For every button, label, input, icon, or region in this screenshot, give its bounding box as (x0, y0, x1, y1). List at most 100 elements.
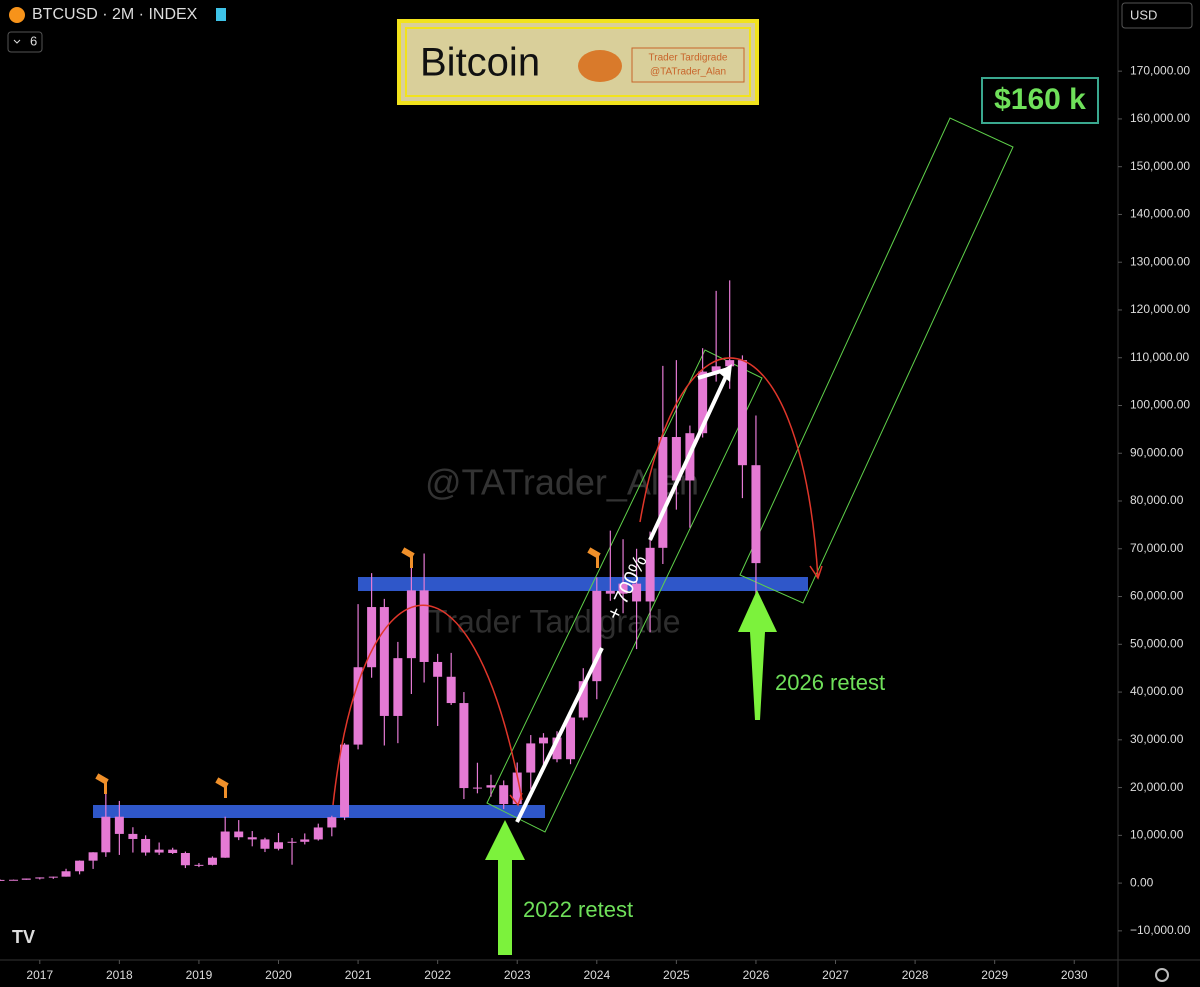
y-tick-label: 150,000.00 (1130, 159, 1190, 173)
currency: USD (1130, 7, 1157, 22)
y-tick-label: −10,000.00 (1130, 923, 1191, 937)
candle-body (393, 658, 403, 716)
candle-body (168, 849, 178, 854)
y-tick-label: 30,000.00 (1130, 732, 1184, 746)
x-tick-label: 2017 (26, 968, 53, 982)
candle-body (141, 838, 151, 853)
candle-body (711, 366, 721, 372)
flag[interactable] (216, 8, 226, 21)
y-tick-label: 60,000.00 (1130, 589, 1184, 603)
candle-body (9, 879, 19, 881)
candle-body (671, 437, 681, 481)
candle-body (737, 360, 747, 466)
candle-body (247, 837, 257, 840)
arrow (515, 647, 604, 823)
candle-body (578, 681, 588, 718)
y-tick-label: 130,000.00 (1130, 254, 1190, 268)
candle-body (526, 743, 536, 773)
candle-body (419, 590, 429, 662)
candle-body (632, 583, 642, 602)
x-tick-label: 2030 (1061, 968, 1088, 982)
y-tick-label: 70,000.00 (1130, 541, 1184, 555)
candle-body (406, 590, 416, 659)
candle-body (353, 667, 363, 745)
indicator-toggle[interactable] (7, 31, 43, 53)
x-tick-label: 2024 (583, 968, 610, 982)
candle-body (658, 437, 668, 548)
candle-body (114, 816, 124, 834)
y-tick-label: 20,000.00 (1130, 780, 1184, 794)
indicator-count: 6 (30, 33, 37, 48)
support-zone (93, 805, 545, 818)
arc (639, 357, 819, 579)
y-tick-label: 140,000.00 (1130, 207, 1190, 221)
x-tick-label: 2023 (504, 968, 531, 982)
candle-body (207, 857, 217, 865)
x-tick-label: 2021 (345, 968, 372, 982)
brand-box (631, 47, 745, 83)
y-tick-label: 170,000.00 (1130, 63, 1190, 77)
logo (578, 50, 622, 82)
arrow (648, 371, 730, 541)
candle-body (645, 547, 655, 602)
candle-body (566, 717, 576, 760)
x-tick-label: 2027 (822, 968, 849, 982)
candle-body (88, 852, 98, 861)
candle-body (486, 785, 496, 788)
candle-body (538, 737, 548, 744)
y-tick-label: 160,000.00 (1130, 111, 1190, 125)
candle-body (75, 860, 85, 872)
candle-body (725, 360, 735, 367)
candle-body (379, 607, 389, 716)
candle-body (0, 879, 5, 881)
title-box (397, 19, 759, 105)
candle-body (154, 849, 164, 853)
candle-body (592, 590, 602, 682)
chevron (13, 39, 21, 44)
retest-label: 2026 retest (775, 670, 885, 695)
candle-body (751, 465, 761, 564)
candle-body (128, 833, 138, 839)
candle-body (220, 831, 230, 858)
candle-body (313, 827, 323, 840)
tv-logo: TV (12, 927, 35, 947)
currency-button[interactable] (1121, 2, 1193, 29)
candle-body (300, 839, 310, 842)
arrow-head (718, 364, 732, 382)
candle-body (698, 371, 708, 434)
candle-body (459, 703, 469, 789)
candle-body (35, 877, 45, 879)
symbol[interactable]: BTCUSD · 2M · INDEX (32, 6, 198, 23)
channel (486, 349, 763, 833)
y-tick-label: 50,000.00 (1130, 636, 1184, 650)
x-tick-label: 2028 (902, 968, 929, 982)
y-tick-label: 10,000.00 (1130, 828, 1184, 842)
x-tick-label: 2022 (424, 968, 451, 982)
y-tick-label: 100,000.00 (1130, 398, 1190, 412)
candle-body (234, 831, 244, 838)
y-tick-label: 40,000.00 (1130, 684, 1184, 698)
candle-body (48, 876, 58, 878)
symbol-icon (9, 7, 25, 23)
settings[interactable] (1155, 968, 1169, 982)
watermark: Trader Tardigrade (428, 603, 681, 639)
x-tick-label: 2019 (186, 968, 213, 982)
candle-body (618, 583, 628, 594)
candle-body (499, 785, 509, 805)
retest-label: 2022 retest (523, 897, 633, 922)
hammer-markers (95, 547, 601, 798)
x-tick-label: 2026 (743, 968, 770, 982)
retest-arrow (485, 820, 525, 955)
candle-body (61, 871, 71, 877)
candle-body (180, 853, 190, 866)
x-tick-label: 2018 (106, 968, 133, 982)
candle-body (287, 841, 297, 843)
candle-body (472, 787, 482, 789)
x-tick-label: 2029 (981, 968, 1008, 982)
handle: @TATrader_Alan (650, 67, 726, 78)
y-tick-label: 120,000.00 (1130, 302, 1190, 316)
y-tick-label: 0.00 (1130, 875, 1154, 889)
support-zone (358, 577, 808, 591)
